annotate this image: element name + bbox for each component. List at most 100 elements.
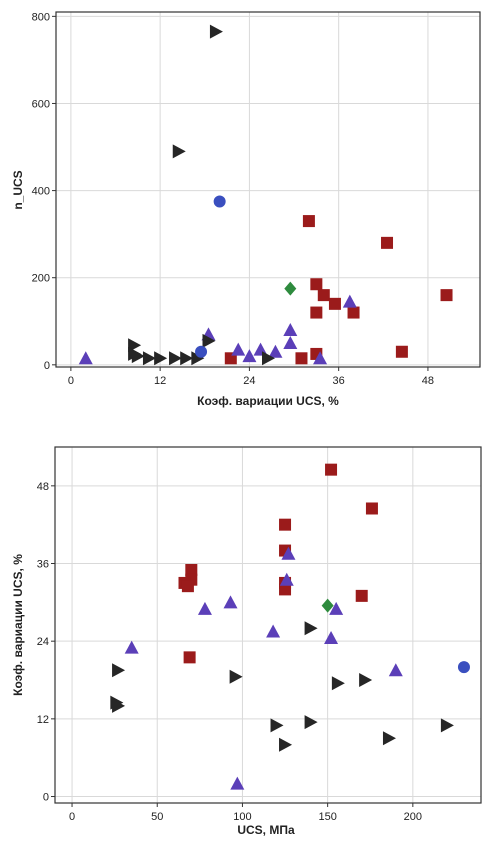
chart2-point-triangle-up	[223, 595, 238, 609]
chart1-point-square	[328, 297, 341, 310]
chart1-point-circle	[195, 345, 208, 358]
chart2-point-square	[325, 463, 338, 476]
chart1-point-square	[317, 289, 330, 302]
chart2-point-triangle-right	[112, 698, 126, 713]
chart1-grid	[52, 12, 480, 371]
chart2-point-triangle-up	[279, 572, 294, 586]
chart1-point-square	[395, 345, 408, 358]
chart-ncount-vs-cv: 0 12 24 36 48 0 200 400 600 800 Коэф. вариации U…	[11, 11, 481, 408]
chart2-y-tick-label: 48	[37, 481, 49, 493]
chart1-point-square	[310, 278, 323, 291]
chart2-y-tick-label: 0	[43, 792, 49, 804]
chart2-x-axis-label: UCS, МПа	[237, 823, 295, 837]
chart1-point-square	[347, 306, 360, 319]
chart2-point-square	[181, 580, 194, 593]
chart1-x-tick-label: 48	[422, 375, 434, 387]
chart2-y-tick-label: 12	[37, 714, 49, 726]
chart2-y-axis-label: Коэф. вариации UCS, %	[11, 554, 25, 696]
chart1-y-tick-label: 0	[44, 360, 50, 372]
chart1-point-triangle-up	[268, 344, 283, 358]
chart1-point-triangle-right	[180, 351, 194, 366]
chart1-point-triangle-up	[242, 349, 257, 363]
chart2-point-triangle-up	[388, 663, 403, 677]
chart2-point-square	[355, 589, 368, 602]
chart2-grid	[51, 447, 481, 807]
chart2-point-square	[365, 502, 378, 515]
chart2-point-triangle-right	[359, 673, 373, 688]
chart1-point-circle	[213, 195, 226, 208]
chart1-point-square	[295, 352, 308, 365]
chart2-point-triangle-up	[197, 601, 212, 615]
chart2-x-tick-label: 100	[233, 811, 251, 823]
chart2-x-tick-label: 150	[318, 811, 336, 823]
chart2-point-triangle-up	[266, 624, 281, 638]
chart2-point-triangle-up	[324, 630, 339, 644]
chart2-y-tick-label: 36	[37, 559, 49, 571]
chart1-point-triangle-right	[172, 144, 186, 159]
chart2-point-square	[279, 544, 292, 557]
chart2-y-tick-labels: 0 12 24 36 48	[37, 481, 49, 804]
chart1-point-triangle-right	[262, 351, 275, 366]
chart2-point-triangle-right	[304, 715, 318, 730]
chart1-x-tick-labels: 0 12 24 36 48	[68, 375, 434, 387]
chart2-x-tick-label: 0	[69, 811, 75, 823]
chart1-point-triangle-up	[78, 351, 93, 365]
chart2-point-triangle-up	[230, 776, 245, 790]
chart2-point-square	[279, 583, 292, 596]
chart1-x-tick-label: 12	[154, 375, 166, 387]
chart2-point-triangle-right	[112, 663, 126, 678]
chart1-point-triangle-up	[253, 342, 268, 356]
chart2-point-circle	[457, 661, 470, 674]
chart1-point-triangle-right	[131, 349, 145, 364]
chart1-point-triangle-up	[231, 342, 246, 356]
chart2-point-triangle-right	[229, 669, 243, 684]
chart2-point-triangle-up	[281, 546, 296, 560]
chart2-point-square	[183, 651, 196, 664]
chart2-point-square	[185, 563, 198, 576]
chart2-point-diamond	[321, 598, 334, 613]
chart1-y-tick-label: 600	[32, 98, 50, 110]
chart1-x-tick-label: 0	[68, 375, 74, 387]
chart1-point-triangle-up	[283, 336, 298, 350]
chart2-y-tick-label: 24	[37, 636, 49, 648]
chart2-plot-frame	[54, 446, 482, 804]
chart1-plot-frame	[55, 11, 481, 368]
chart1-point-triangle-up	[342, 294, 357, 308]
chart1-point-triangle-up	[313, 351, 328, 365]
chart-cv-vs-ucs: 0 50 100 150 200 0 12 24 36 48 UCS, МПа Коэф. ва…	[11, 446, 482, 837]
chart1-point-triangle-right	[169, 351, 183, 366]
chart1-markers	[78, 24, 453, 366]
chart2-point-triangle-right	[331, 676, 345, 691]
chart2-point-triangle-right	[304, 621, 318, 636]
chart2-markers	[110, 463, 470, 790]
chart2-x-tick-labels: 0 50 100 150 200	[69, 811, 422, 823]
chart2-point-square	[279, 518, 292, 531]
chart1-y-axis-label: n_UCS	[11, 170, 25, 209]
chart2-x-tick-label: 50	[151, 811, 163, 823]
chart1-point-triangle-right	[142, 351, 156, 366]
chart1-y-tick-label: 400	[32, 186, 50, 198]
chart2-point-triangle-right	[440, 718, 454, 733]
chart1-point-triangle-right	[154, 351, 168, 366]
chart1-point-diamond	[284, 281, 297, 296]
chart2-point-triangle-up	[329, 601, 344, 615]
chart1-x-axis-label: Коэф. вариации UCS, %	[197, 394, 339, 408]
chart1-point-triangle-right	[209, 24, 223, 39]
chart2-point-triangle-right	[382, 731, 396, 746]
chart1-point-square	[440, 289, 453, 302]
chart1-point-triangle-right	[191, 351, 205, 366]
chart2-point-triangle-right	[279, 737, 293, 752]
chart1-y-tick-label: 200	[32, 273, 50, 285]
chart2-x-tick-label: 200	[404, 811, 422, 823]
chart2-point-triangle-right	[270, 718, 284, 733]
chart1-point-triangle-up	[283, 322, 298, 336]
chart1-point-triangle-right	[202, 333, 216, 348]
chart1-y-tick-labels: 0 200 400 600 800	[32, 11, 50, 371]
chart1-x-tick-label: 24	[243, 375, 255, 387]
chart1-point-square	[310, 306, 323, 319]
chart1-x-tick-label: 36	[333, 375, 345, 387]
chart1-point-square	[381, 236, 394, 249]
chart1-y-tick-label: 800	[32, 11, 50, 23]
chart1-point-square	[302, 215, 315, 228]
chart2-point-triangle-up	[124, 640, 139, 654]
